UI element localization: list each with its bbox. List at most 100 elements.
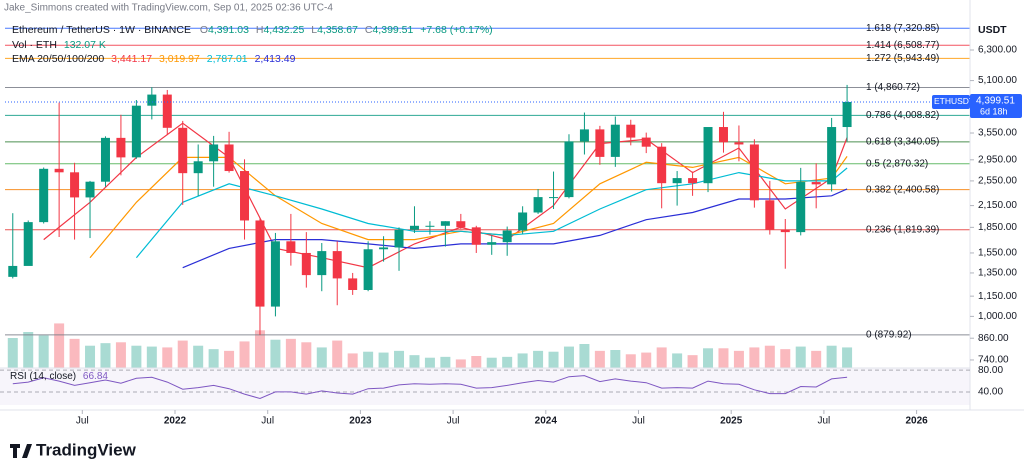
candle-body (348, 278, 358, 290)
candle-body (502, 230, 512, 243)
y-tick-label: 860.00 (978, 333, 1009, 344)
volume-bar (517, 353, 528, 368)
ema-line: EMA 200 (182, 188, 848, 269)
rsi-line (12, 375, 848, 400)
y-tick-label: 2,550.00 (978, 176, 1017, 187)
candle-body (718, 127, 728, 143)
candle-body (270, 241, 280, 307)
volume-bar (795, 346, 806, 368)
volume-bar (193, 345, 204, 368)
y-tick-label: 1,550.00 (978, 248, 1017, 259)
candle-body (827, 127, 837, 185)
volume-bar (115, 342, 126, 368)
volume-value: 132.07 K (64, 39, 106, 51)
y-tick-label: 3,550.00 (978, 128, 1017, 139)
volume-bar (811, 350, 822, 368)
ema-value: 2,787.01 (207, 53, 248, 65)
y-axis-title: USDT (978, 24, 1007, 36)
x-tick-label: 2024 (535, 416, 558, 427)
fib-label: 1 (4,860.72) (866, 82, 920, 93)
fib-label: 1.272 (5,943.49) (866, 53, 939, 64)
ohlc-key: H (256, 24, 264, 36)
x-tick-label: Jul (261, 416, 274, 427)
volume-bar (764, 345, 775, 368)
candle-body (610, 124, 620, 157)
volume-bar (224, 350, 235, 368)
legend-symbol: Ethereum / TetherUS · 1W · BINANCE O4,39… (12, 24, 493, 36)
y-tick-label: 1,850.00 (978, 222, 1017, 233)
volume-bar (54, 323, 65, 368)
price-tag-bg (970, 93, 1022, 118)
volume-bar (285, 338, 296, 368)
price-tag-countdown: 6d 18h (980, 106, 1008, 116)
y-tick-label: 2,950.00 (978, 154, 1017, 165)
x-tick-label: 2025 (720, 416, 743, 427)
volume-bar (85, 345, 96, 368)
rsi-tick-label: 80.00 (978, 365, 1003, 376)
volume-bar (363, 351, 374, 368)
y-tick-label: 1,350.00 (978, 268, 1017, 279)
candle-body (703, 127, 713, 184)
x-tick-label: 2022 (164, 416, 187, 427)
candle-body (564, 141, 574, 198)
candle-body (100, 137, 110, 182)
volume-bar (703, 348, 714, 368)
volume-bar (610, 350, 621, 368)
volume-bar (162, 347, 173, 368)
candle-body (379, 247, 389, 250)
x-tick-label: Jul (76, 416, 89, 427)
volume-bar (687, 355, 698, 368)
volume-bar (177, 340, 188, 368)
volume-bar (69, 338, 80, 368)
candle-body (688, 178, 698, 184)
candle-body (641, 137, 651, 147)
x-tick-label: Jul (447, 416, 460, 427)
price-tag-value: 4,399.51 (976, 96, 1015, 107)
volume-bar (378, 352, 389, 368)
fib-label: 0.382 (2,400.58) (866, 184, 939, 195)
candle-body (796, 182, 806, 233)
volume-bar (594, 350, 605, 368)
ema-label: EMA 20/50/100/200 (12, 53, 104, 65)
candle-body (224, 144, 234, 172)
candle-body (162, 94, 172, 128)
fib-label: 0.236 (1,819.39) (866, 224, 939, 235)
volume-bar (826, 345, 837, 368)
volume-bar (347, 353, 358, 368)
candle-body (425, 225, 435, 227)
candle-body (657, 146, 667, 184)
volume-bar (254, 330, 265, 368)
candle-body (734, 142, 744, 145)
ohlc-key: L (311, 24, 317, 36)
rsi-label: RSI (14, close) (10, 371, 76, 382)
y-tick-label: 2,150.00 (978, 200, 1017, 211)
price-tag-bg (932, 94, 970, 109)
ohlc-key: C (365, 24, 373, 36)
candle-body (70, 172, 80, 198)
volume-bar (718, 348, 729, 368)
candle-body (672, 178, 682, 184)
legend-ema: EMA 20/50/100/200 3,441.17 3,019.97 2,78… (12, 53, 296, 65)
volume-bar (270, 339, 281, 368)
volume-bar (440, 356, 451, 368)
volume-bar (486, 357, 497, 368)
candle-body (131, 105, 141, 158)
fib-label: 0.618 (3,340.05) (866, 136, 939, 147)
plot-layer: EMA 20EMA 50EMA 100EMA 200 (5, 27, 970, 368)
candle-body (765, 200, 775, 230)
volume-bar (38, 335, 49, 368)
volume-bar (672, 353, 683, 368)
x-tick-label: 2023 (349, 416, 372, 427)
legend-volume: Vol · ETH 132.07 K (12, 39, 106, 51)
volume-bar (23, 332, 34, 368)
candle-body (579, 129, 589, 142)
volume-bar (471, 356, 482, 368)
volume-bar (100, 343, 111, 368)
ohlc-value: 4,399.51 (372, 24, 413, 36)
fib-label: 0.786 (4,008.82) (866, 110, 939, 121)
volume-bar (579, 344, 590, 368)
volume-bar (563, 346, 574, 368)
fib-label: 0.5 (2,870.32) (866, 158, 928, 169)
y-tick-label: 740.00 (978, 355, 1009, 366)
y-tick-label: 1,150.00 (978, 291, 1017, 302)
